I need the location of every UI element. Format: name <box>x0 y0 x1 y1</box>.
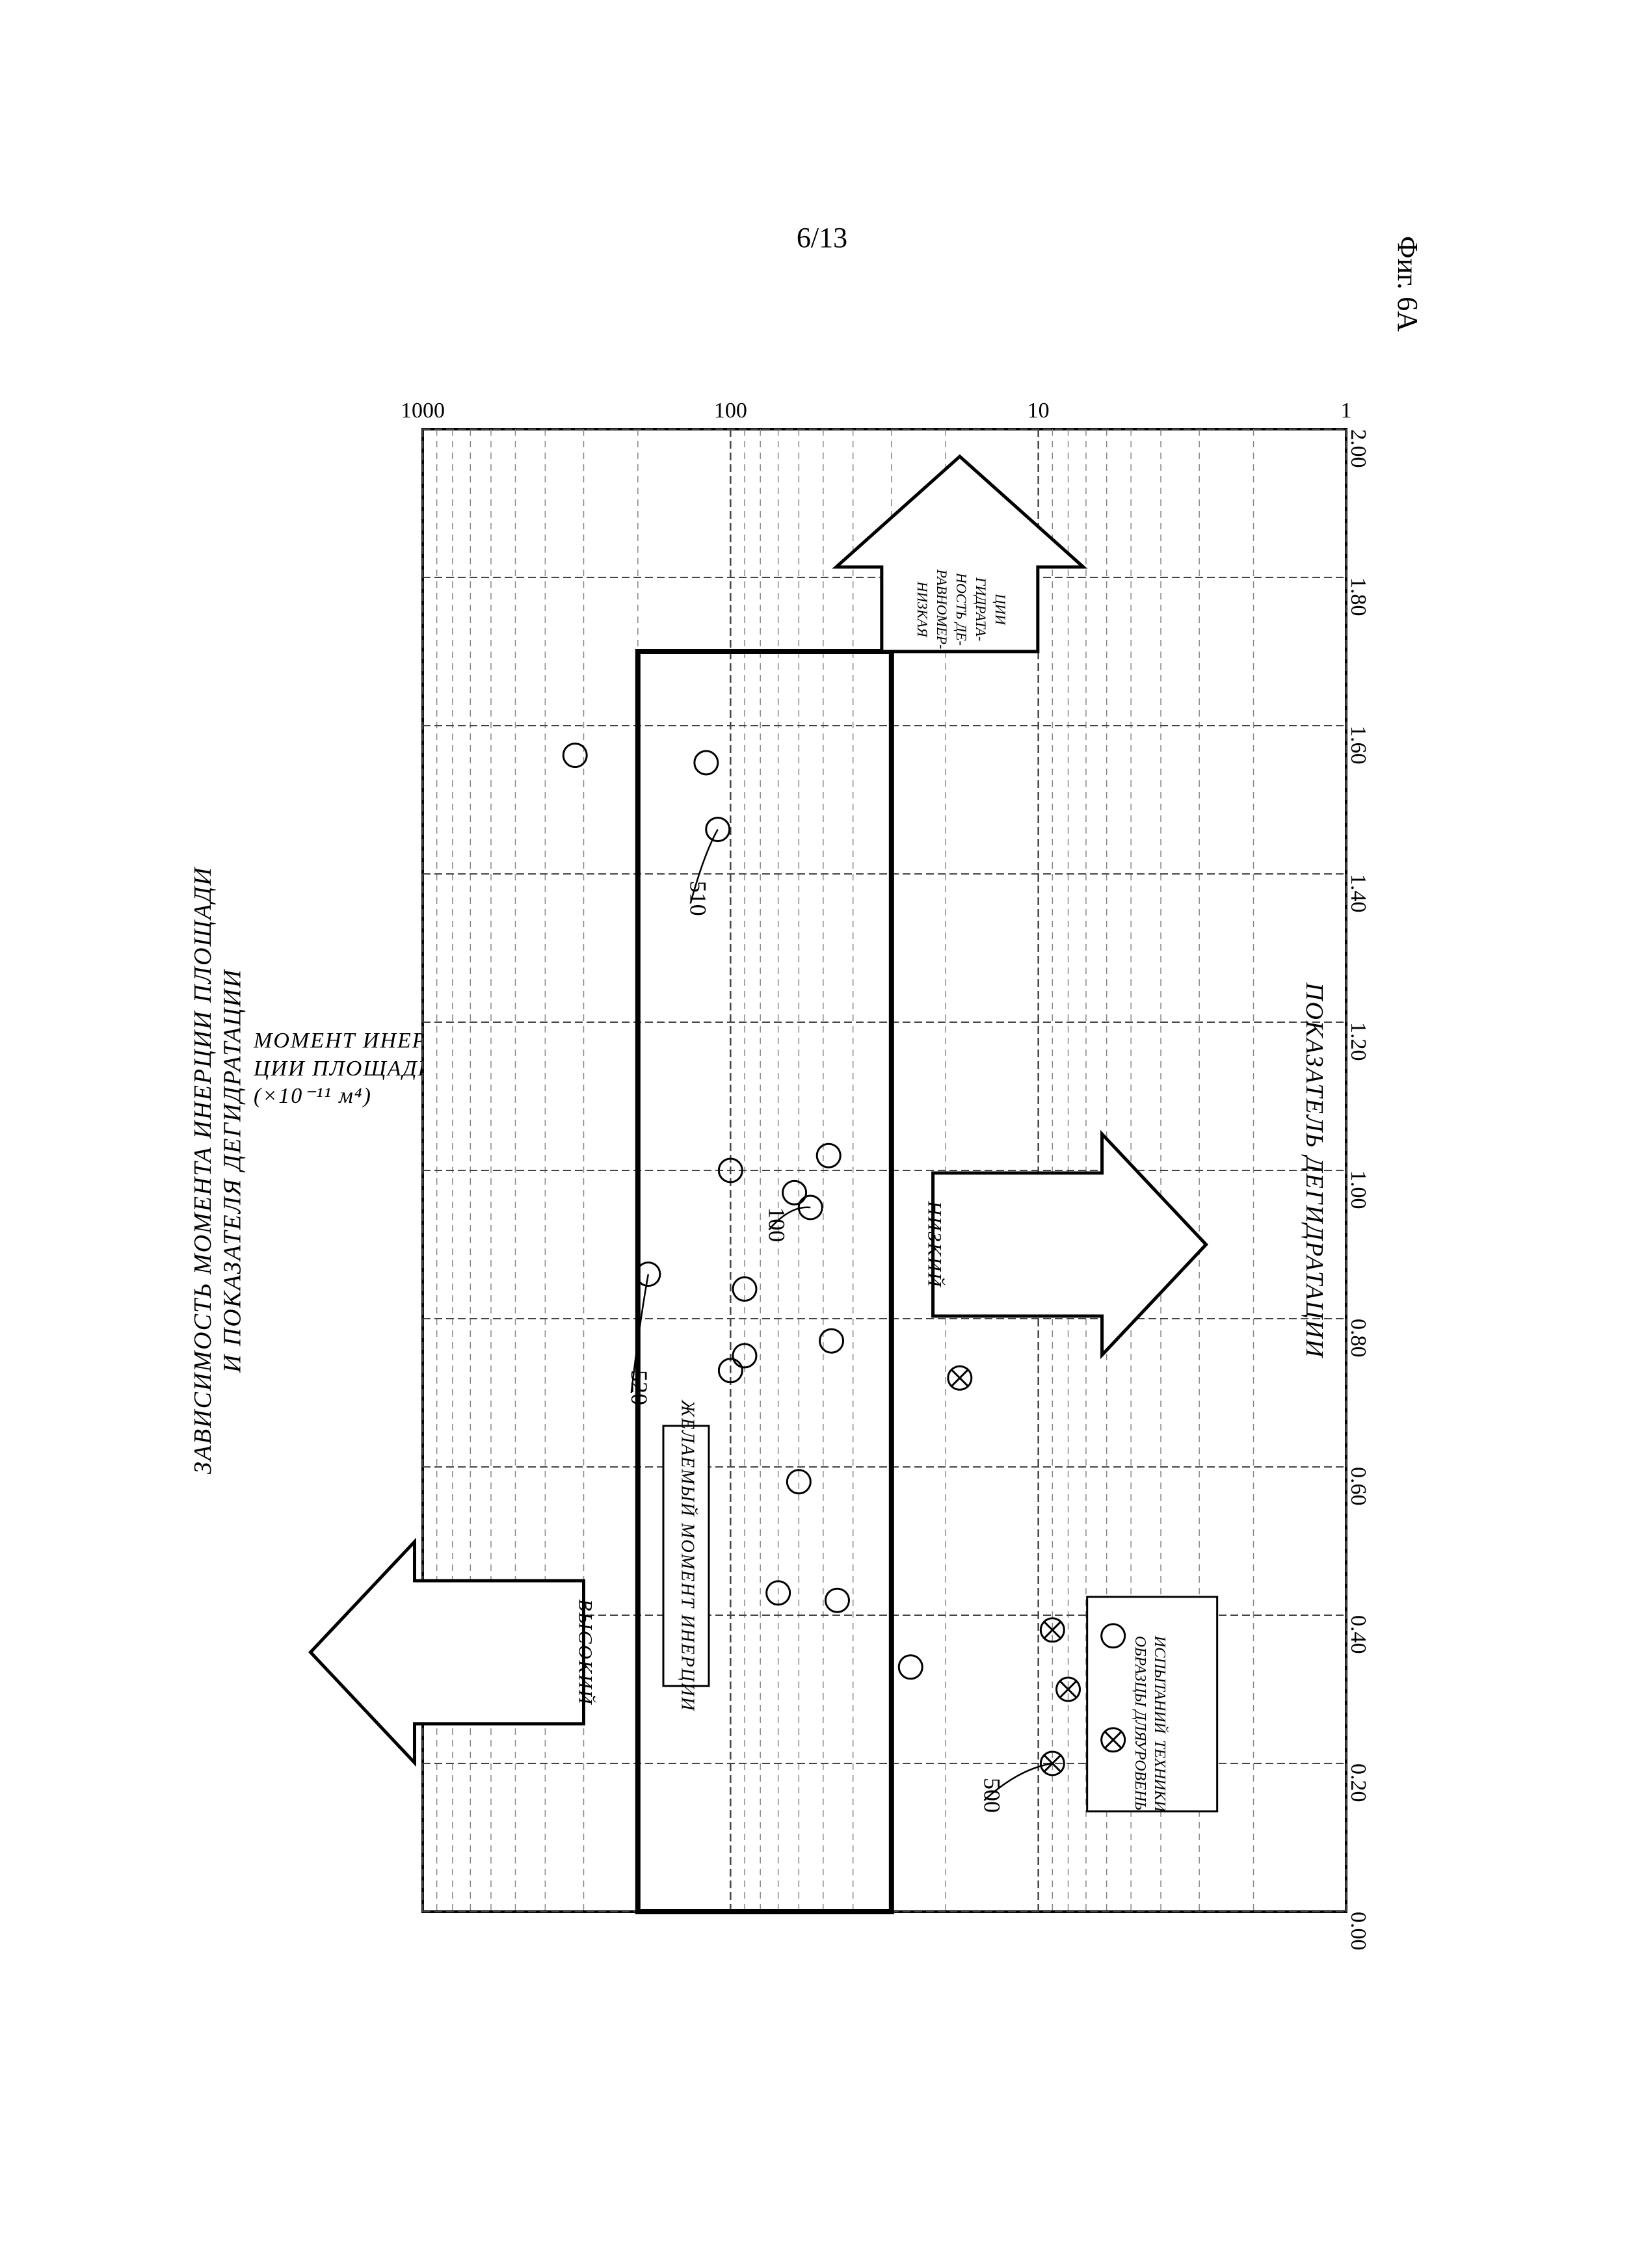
svg-text:0.40: 0.40 <box>1346 1615 1370 1654</box>
svg-text:НИЗКИЙ: НИЗКИЙ <box>924 1200 946 1288</box>
svg-text:1.60: 1.60 <box>1346 726 1370 765</box>
svg-text:1.00: 1.00 <box>1346 1170 1370 1209</box>
svg-text:1.20: 1.20 <box>1346 1022 1370 1061</box>
figure-label: Фиг. 6A <box>1391 236 1424 332</box>
svg-text:0.60: 0.60 <box>1346 1467 1370 1506</box>
svg-text:0.00: 0.00 <box>1346 1912 1370 1951</box>
y-axis-label: МОМЕНТ ИНЕР- ЦИИ ПЛОЩАДИ (×10⁻¹¹ м⁴) <box>254 1027 436 1111</box>
chart-svg: 11010010000.000.200.400.600.801.001.201.… <box>416 390 1353 1951</box>
figure: Фиг. 6A ЗАВИСИМОСТЬ МОМЕНТА ИНЕРЦИИ ПЛОЩ… <box>247 338 1418 2003</box>
svg-text:100: 100 <box>714 399 747 423</box>
svg-text:НОСТЬ ДЕ-: НОСТЬ ДЕ- <box>953 572 970 646</box>
svg-text:1.80: 1.80 <box>1346 577 1370 616</box>
svg-text:ГИДРАТА-: ГИДРАТА- <box>973 577 989 641</box>
svg-text:520: 520 <box>626 1370 652 1405</box>
svg-text:2.00: 2.00 <box>1346 429 1370 468</box>
svg-text:1: 1 <box>1341 399 1352 423</box>
svg-text:100: 100 <box>763 1207 789 1242</box>
svg-text:0.80: 0.80 <box>1346 1319 1370 1358</box>
svg-text:ИСПЫТАНИЙ: ИСПЫТАНИЙ <box>1151 1635 1169 1735</box>
svg-text:ТЕХНИКИ: ТЕХНИКИ <box>1151 1740 1168 1813</box>
svg-text:РАВНОМЕР-: РАВНОМЕР- <box>934 569 950 650</box>
x-axis-label: ПОКАЗАТЕЛЬ ДЕГИДРАТАЦИИ <box>1300 982 1329 1358</box>
y-axis-label-l2: ЦИИ ПЛОЩАДИ <box>254 1057 435 1081</box>
svg-text:ВЫСОКИЙ: ВЫСОКИЙ <box>575 1599 596 1706</box>
page: 6/13 Фиг. 6A ЗАВИСИМОСТЬ МОМЕНТА ИНЕРЦИИ… <box>0 0 1644 2268</box>
svg-text:10: 10 <box>1028 399 1050 423</box>
svg-text:500: 500 <box>979 1778 1005 1813</box>
chart-title: ЗАВИСИМОСТЬ МОМЕНТА ИНЕРЦИИ ПЛОЩАДИ И ПО… <box>189 338 248 2003</box>
svg-text:НИЗКАЯ: НИЗКАЯ <box>914 581 931 638</box>
page-number: 6/13 <box>797 221 847 254</box>
svg-text:ЖЕЛАЕМЫЙ МОМЕНТ ИНЕРЦИИ: ЖЕЛАЕМЫЙ МОМЕНТ ИНЕРЦИИ <box>678 1399 698 1711</box>
svg-text:0.20: 0.20 <box>1346 1763 1370 1802</box>
plot-area: 11010010000.000.200.400.600.801.001.201.… <box>416 390 1353 1951</box>
svg-text:ЦИИ: ЦИИ <box>992 593 1009 626</box>
svg-text:ОБРАЗЦЫ ДЛЯ: ОБРАЗЦЫ ДЛЯ <box>1132 1636 1148 1742</box>
svg-text:510: 510 <box>685 881 711 916</box>
y-axis-label-l1: МОМЕНТ ИНЕР- <box>254 1029 436 1053</box>
y-axis-label-l3: (×10⁻¹¹ м⁴) <box>254 1084 372 1108</box>
svg-text:УРОВЕНЬ: УРОВЕНЬ <box>1132 1740 1148 1811</box>
chart-title-line2: И ПОКАЗАТЕЛЯ ДЕГИДРАТАЦИИ <box>219 968 246 1372</box>
chart-title-line1: ЗАВИСИМОСТЬ МОМЕНТА ИНЕРЦИИ ПЛОЩАДИ <box>189 867 217 1475</box>
svg-text:1.40: 1.40 <box>1346 874 1370 913</box>
svg-text:1000: 1000 <box>401 399 445 423</box>
